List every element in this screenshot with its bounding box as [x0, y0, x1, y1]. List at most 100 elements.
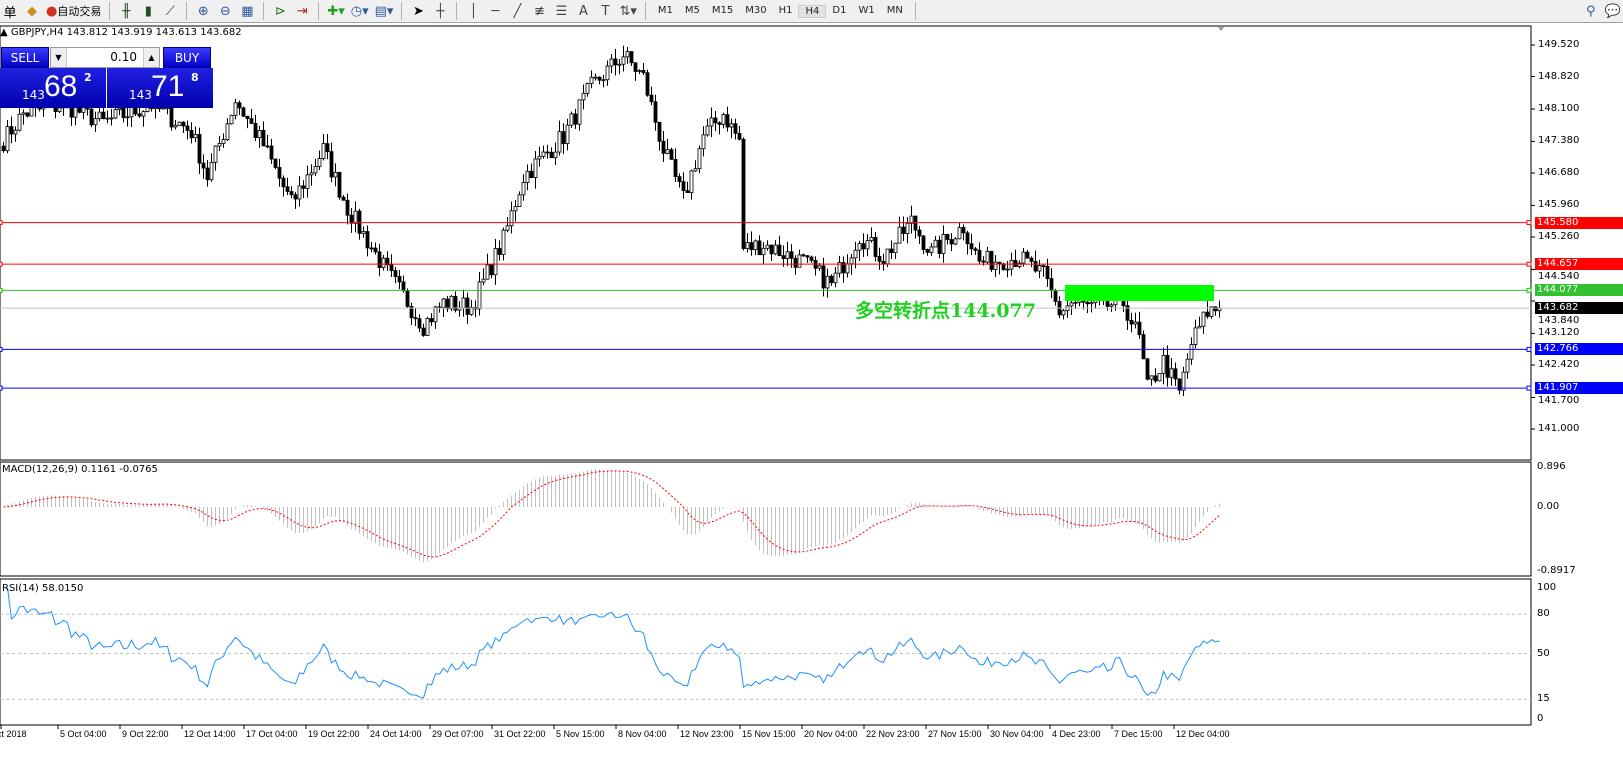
chat-icon[interactable]: 💬: [1604, 3, 1621, 19]
timeframe-m5[interactable]: M5: [684, 4, 700, 16]
candle-bull: [577, 99, 582, 125]
fibo-fan-icon[interactable]: ☰: [555, 3, 568, 19]
candle-bear: [549, 151, 554, 159]
auto-trading-icon: ●: [46, 3, 58, 19]
candle-bear: [1053, 290, 1058, 302]
indicators-icon[interactable]: ✚▾: [327, 3, 345, 19]
price-tick-label: 146.680: [1538, 167, 1580, 178]
candle-bull: [1193, 327, 1198, 345]
horizontal-line-icon[interactable]: ─: [491, 3, 500, 19]
lot-size-input[interactable]: ▼ 0.10 ▲: [50, 47, 160, 68]
candle-bear: [121, 107, 126, 118]
candle-bear: [329, 151, 334, 178]
candle-bull: [93, 118, 98, 126]
lot-value[interactable]: 0.10: [110, 50, 137, 64]
clock-icon[interactable]: ◷▾: [350, 3, 369, 19]
candle-bear: [301, 185, 306, 189]
templates-icon[interactable]: ▤▾: [374, 3, 394, 19]
price-label-144.657: 144.657: [1535, 258, 1623, 271]
time-tick-label: 7 Dec 15:00: [1114, 729, 1163, 739]
price-tick-label: 148.820: [1538, 71, 1580, 82]
auto-trading-button[interactable]: ● 自动交易: [44, 1, 103, 21]
candle-bear: [1013, 259, 1018, 267]
trendline-icon[interactable]: ╱: [513, 3, 522, 19]
rsi-tick-label: 80: [1537, 608, 1550, 620]
candle-bear: [661, 140, 666, 154]
price-label-141.907: 141.907: [1535, 382, 1623, 395]
candle-bear: [1085, 301, 1090, 305]
tile-windows-icon[interactable]: ▦: [241, 3, 254, 19]
text-label-icon[interactable]: T: [601, 3, 610, 19]
candle-bull: [117, 107, 122, 111]
candle-bear: [241, 107, 246, 117]
timeframe-w1[interactable]: W1: [858, 4, 875, 16]
candle-bull: [381, 257, 386, 268]
timeframe-m30[interactable]: M30: [745, 4, 767, 16]
vertical-line-icon[interactable]: │: [469, 3, 478, 19]
candle-bear: [237, 102, 242, 109]
crosshair-icon[interactable]: ┼: [436, 3, 445, 19]
time-tick-label: 9 Oct 22:00: [122, 729, 169, 739]
line-chart-icon[interactable]: ⟋: [165, 3, 175, 19]
timeframe-m15[interactable]: M15: [711, 4, 734, 16]
lot-increase-icon[interactable]: ▲: [143, 48, 159, 67]
one-click-trading-panel: SELL ▼ 0.10 ▲ BUY 143 68 2 143 71 8: [0, 46, 213, 108]
candle-bear: [453, 295, 458, 311]
candle-bear: [1129, 319, 1134, 325]
candle-bull: [161, 107, 166, 110]
timeframe-mn[interactable]: MN: [886, 4, 903, 16]
candle-bull: [225, 123, 230, 141]
bar-chart-icon[interactable]: ╫: [122, 3, 131, 19]
cursor-icon[interactable]: ➤: [413, 3, 424, 19]
candle-bull: [1021, 251, 1026, 264]
candle-bull: [773, 244, 778, 255]
candle-bear: [673, 158, 678, 178]
candle-bear: [1177, 378, 1182, 391]
autoscroll-icon[interactable]: ⇥: [296, 3, 308, 19]
candle-bull: [505, 225, 510, 231]
fibonacci-icon[interactable]: ≢: [534, 3, 545, 19]
zoom-in-icon[interactable]: ⊕: [197, 3, 209, 19]
candle-bear: [889, 248, 894, 254]
candle-bull: [621, 56, 626, 65]
candle-bear: [25, 112, 30, 117]
arrows-icon[interactable]: ⇅▾: [619, 3, 637, 19]
sell-price[interactable]: 143 68 2: [0, 68, 106, 108]
buy-button[interactable]: BUY: [163, 47, 211, 68]
candle-bull: [637, 70, 642, 72]
timeframe-h4[interactable]: H4: [798, 4, 827, 18]
candle-bear: [561, 131, 566, 144]
buy-price[interactable]: 143 71 8: [107, 68, 213, 108]
candle-bear: [169, 107, 174, 128]
time-tick-label: 30 Nov 04:00: [990, 729, 1044, 739]
price-tick-label: 141.000: [1538, 423, 1580, 434]
candle-bull: [233, 102, 238, 116]
candle-bull: [481, 278, 486, 283]
candle-bear: [445, 298, 450, 310]
candlestick-icon[interactable]: ▮: [144, 3, 152, 19]
candle-bear: [977, 249, 982, 262]
price-tick-label: 149.520: [1538, 39, 1580, 50]
sell-button[interactable]: SELL: [1, 47, 49, 68]
timeframe-d1[interactable]: D1: [832, 4, 847, 16]
chart-shift-icon[interactable]: ⊳: [274, 3, 286, 19]
folder-icon[interactable]: ◆: [27, 3, 37, 19]
macd-tick-label: 0.896: [1537, 461, 1566, 472]
price-tick-label: 141.700: [1538, 395, 1580, 406]
candle-bear: [373, 247, 378, 253]
timeframe-m1[interactable]: M1: [657, 4, 673, 16]
candle-bear: [273, 158, 278, 168]
menu-fragment[interactable]: 单: [3, 5, 17, 21]
candle-bear: [245, 115, 250, 120]
timeframe-h1[interactable]: H1: [778, 4, 793, 16]
search-icon[interactable]: ⚲: [1586, 3, 1596, 19]
lot-decrease-icon[interactable]: ▼: [51, 48, 67, 67]
candle-bull: [521, 182, 526, 196]
candle-bear: [597, 76, 602, 81]
candle-bear: [573, 113, 578, 125]
candle-bull: [705, 125, 710, 136]
zoom-out-icon[interactable]: ⊖: [219, 3, 231, 19]
timeframe-bar: M1 M5 M15 M30 H1 H4 D1 W1 MN: [652, 4, 909, 18]
text-icon[interactable]: A: [579, 3, 588, 19]
